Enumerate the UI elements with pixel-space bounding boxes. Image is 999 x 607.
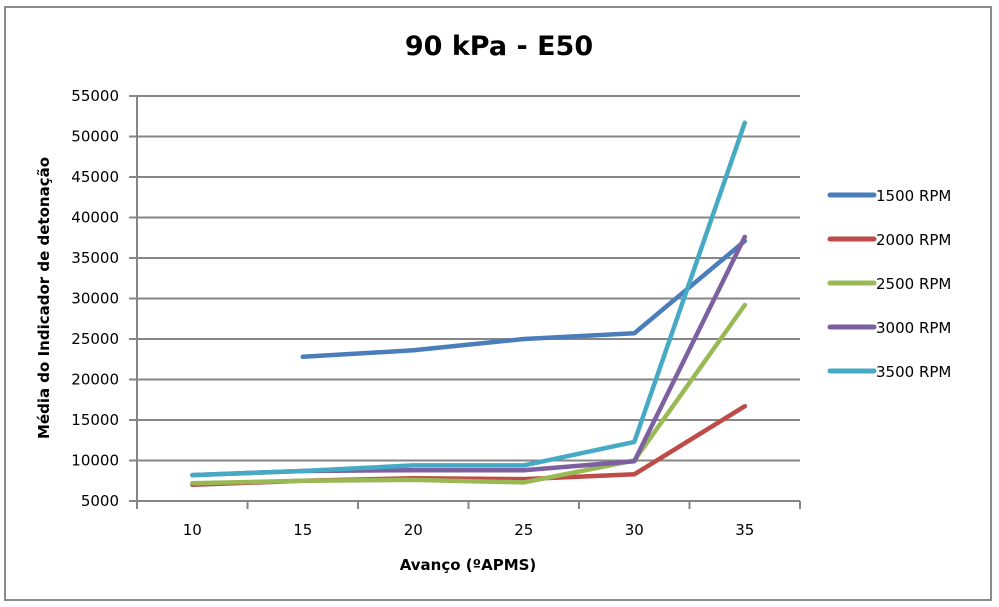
legend: 1500 RPM 2000 RPM 2500 RPM 3000 RPM 3500 RPM [827, 187, 951, 381]
gridlines [137, 95, 800, 462]
chart-title: 90 kPa - E50 [405, 31, 593, 62]
x-axis-label: Avanço (ºAPMS) [400, 556, 537, 574]
x-tick-label: 30 [625, 521, 644, 539]
y-tick-label: 40000 [71, 209, 119, 227]
legend-label: 1500 RPM [876, 187, 951, 205]
legend-item: 3000 RPM [827, 319, 951, 337]
y-tick-label: 30000 [71, 290, 119, 308]
y-tick-label: 5000 [81, 492, 119, 510]
x-tick-label: 20 [404, 521, 423, 539]
legend-label: 3000 RPM [876, 319, 951, 337]
y-tick-label: 25000 [71, 330, 119, 348]
legend-item: 2000 RPM [827, 231, 951, 249]
axes [129, 95, 801, 509]
y-tick-label: 55000 [71, 87, 119, 105]
y-axis-label: Média do Indicador de detonação [35, 157, 53, 439]
y-tick-labels: 5000 10000 15000 20000 25000 30000 35000 40000 4… [71, 87, 119, 510]
legend-label: 2000 RPM [876, 231, 951, 249]
y-tick-label: 50000 [71, 128, 119, 146]
x-tick-labels: 10 15 20 25 30 35 [183, 521, 755, 539]
y-tick-label: 45000 [71, 168, 119, 186]
y-tick-label: 10000 [71, 452, 119, 470]
legend-item: 1500 RPM [827, 187, 951, 205]
x-tick-label: 10 [183, 521, 202, 539]
series-line-2500-rpm [190, 302, 748, 486]
series-lines [190, 120, 748, 488]
series-line-3500-rpm [190, 120, 748, 478]
y-tick-label: 35000 [71, 249, 119, 267]
y-tick-label: 20000 [71, 371, 119, 389]
series-line-1500-rpm [300, 238, 748, 360]
x-tick-label: 25 [514, 521, 533, 539]
y-tick-label: 15000 [71, 411, 119, 429]
legend-label: 3500 RPM [876, 363, 951, 381]
legend-item: 3500 RPM [827, 363, 951, 381]
legend-label: 2500 RPM [876, 275, 951, 293]
legend-item: 2500 RPM [827, 275, 951, 293]
x-tick-label: 35 [735, 521, 754, 539]
x-tick-label: 15 [293, 521, 312, 539]
